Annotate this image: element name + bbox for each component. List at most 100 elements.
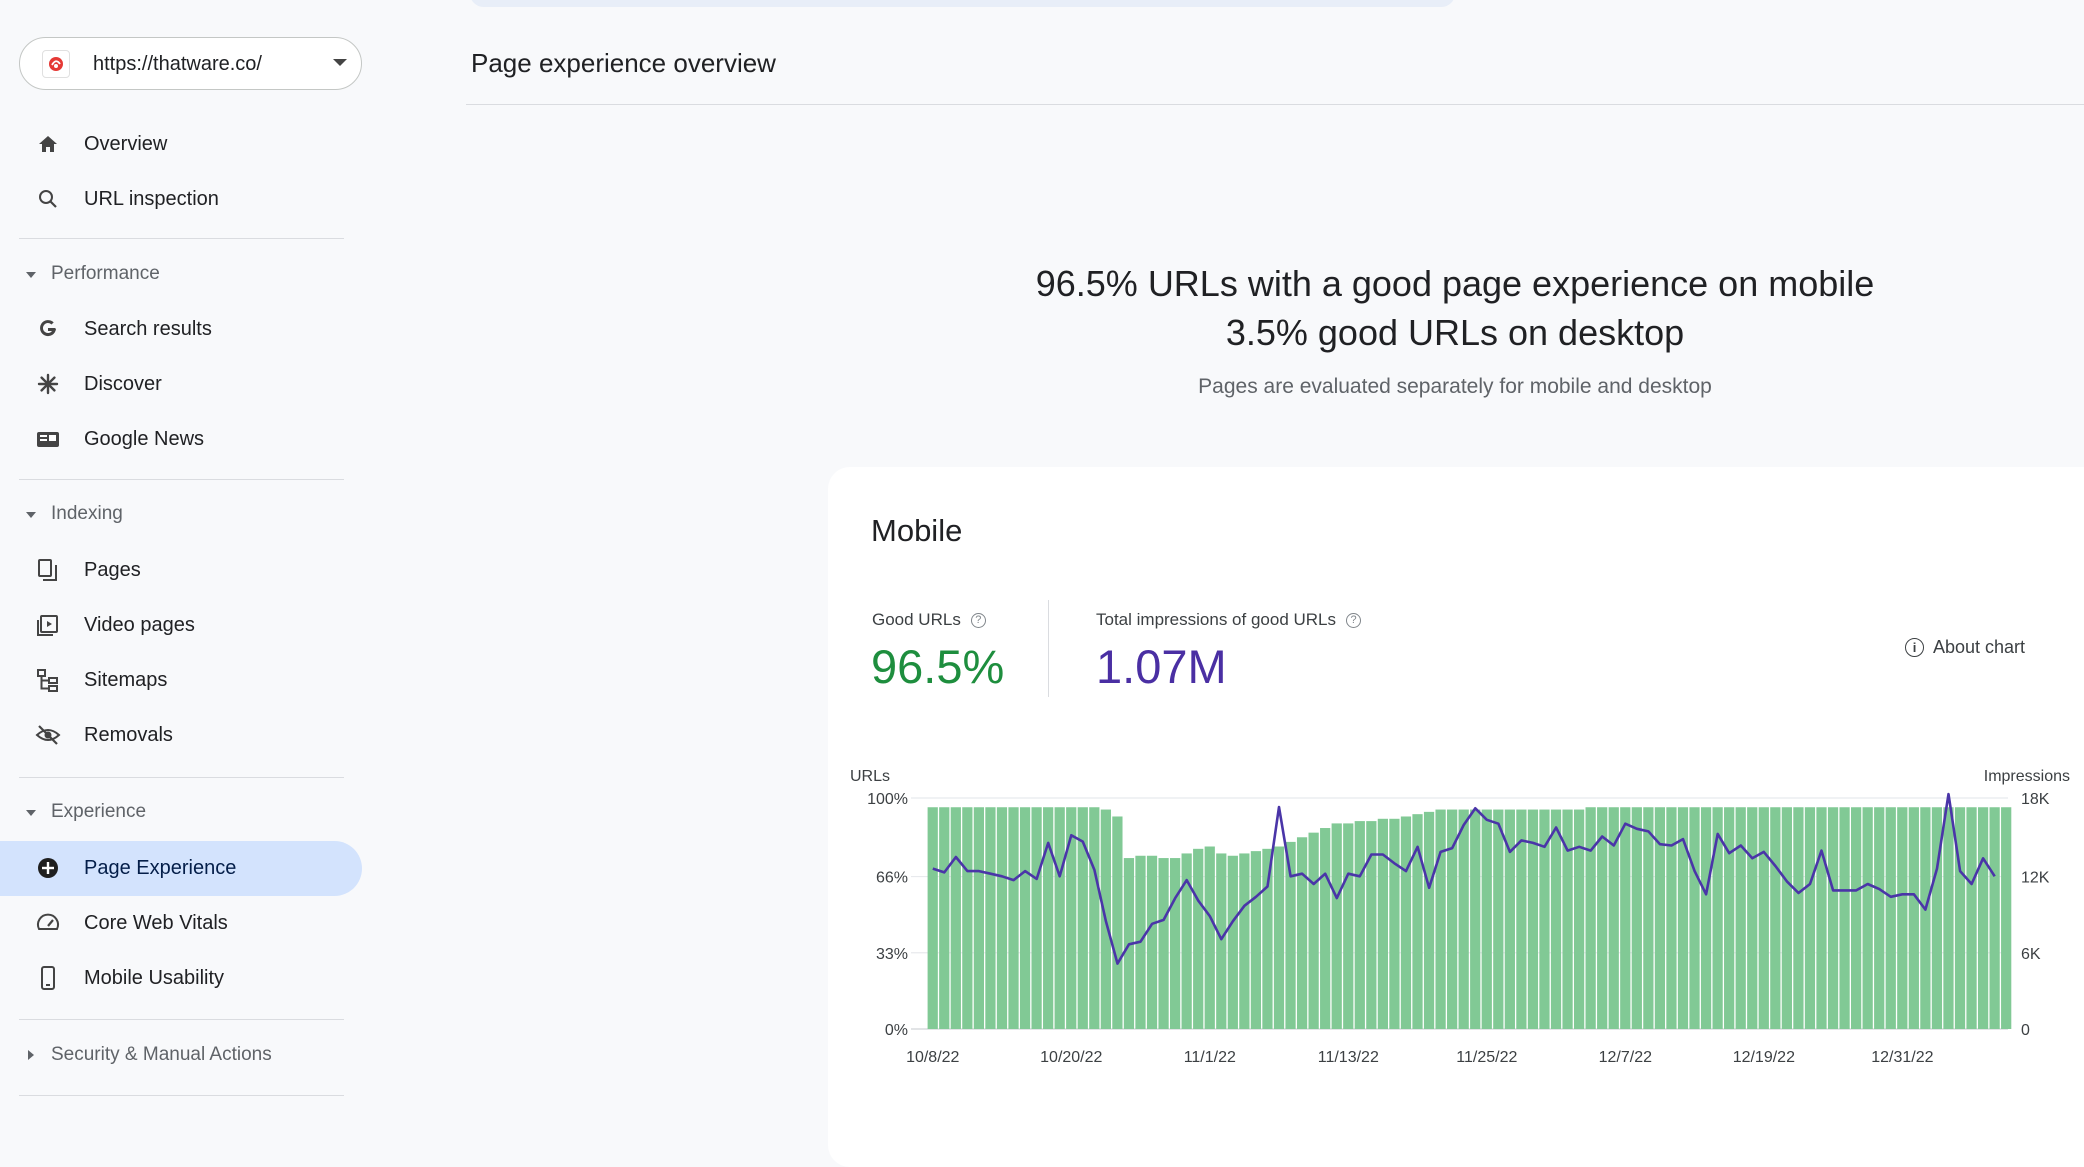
bar [1677,807,1689,1029]
bar [1320,828,1331,1029]
bar [1112,816,1123,1029]
summary-mobile: 96.5% URLs with a good page experience o… [1035,263,1875,304]
bar [1758,807,1769,1029]
bar [1204,846,1215,1029]
bar [1712,807,1723,1029]
bar [950,807,961,1029]
sidebar-item-search-results[interactable]: Search results [0,302,362,357]
sidebar-item-label: Google News [84,428,205,450]
y-right-tick-label: 0 [2021,1022,2030,1039]
bar [1816,807,1827,1029]
sidebar-item-google-news[interactable]: Google News [0,412,362,467]
sidebar-item-video-pages[interactable]: Video pages [0,598,362,653]
section-experience[interactable]: Experience [0,793,362,833]
bar [1747,807,1758,1029]
bar [1885,807,1896,1029]
help-icon[interactable]: ? [970,612,986,628]
section-performance[interactable]: Performance [0,255,362,295]
sidebar-item-core-web-vitals[interactable]: Core Web Vitals [0,896,362,951]
bar [996,807,1008,1029]
section-indexing[interactable]: Indexing [0,495,362,535]
video-pages-icon [34,611,62,639]
bar [1631,807,1642,1029]
bar [1193,848,1204,1029]
sidebar-item-mobile-usability[interactable]: Mobile Usability [0,951,362,1006]
sidebar-divider [19,777,344,778]
sidebar-item-label: Overview [84,133,168,155]
sidebar-divider [19,1095,344,1096]
y-left-tick-label: 0% [885,1022,908,1039]
bar [1296,837,1308,1029]
search-bar-edge[interactable] [470,0,1455,7]
bar [1089,807,1100,1029]
sidebar-item-page-experience[interactable]: Page Experience [0,841,362,896]
bar [1447,809,1458,1029]
bar [985,807,996,1029]
summary-desktop: 3.5% good URLs on desktop [1225,312,1685,353]
search-icon [34,185,62,213]
bar [1804,807,1816,1029]
y-left-tick-label: 100% [867,791,908,808]
bar [973,807,985,1029]
bar [1389,818,1400,1029]
sidebar-item-discover[interactable]: Discover [0,357,362,412]
bar [1481,809,1492,1029]
sidebar-item-overview[interactable]: Overview [0,117,362,172]
bar [1620,807,1631,1029]
bar [1585,807,1596,1029]
x-tick-label: 12/31/22 [1871,1049,1933,1066]
bar [1851,807,1862,1029]
impressions-value: 1.07M [1096,640,1227,693]
bar [1054,807,1065,1029]
sidebar-item-label: Discover [84,373,162,395]
x-tick-label: 12/7/22 [1599,1049,1652,1066]
header-divider [466,104,2084,105]
caret-right-icon [28,1050,34,1060]
sidebar-item-removals[interactable]: Removals [0,708,362,763]
bar [1308,832,1319,1029]
sidebar-nav: https://thatware.co/ Overview URL inspec… [0,0,380,1114]
bar [1931,807,1943,1029]
bar [1354,821,1365,1029]
bar [939,807,950,1029]
property-selector[interactable]: https://thatware.co/ [19,37,362,90]
sidebar-item-label: Removals [84,724,173,746]
bar [1216,853,1227,1029]
sidebar-item-label: Core Web Vitals [84,912,228,934]
sidebar-item-sitemaps[interactable]: Sitemaps [0,653,362,708]
sidebar-item-label: Sitemaps [84,669,168,691]
bar [1689,807,1700,1029]
bar [1146,855,1158,1029]
bar [1700,807,1712,1029]
bar [1435,809,1446,1029]
bar [1862,807,1873,1029]
good-urls-label-text: Good URLs [872,610,961,629]
bar [2001,807,2012,1029]
sidebar-item-url-inspection[interactable]: URL inspection [0,172,362,227]
bar [1262,848,1273,1029]
about-chart-button[interactable]: i About chart [1905,637,2025,658]
bar [1573,809,1585,1029]
good-urls-value: 96.5% [871,640,1005,693]
bar [1250,851,1262,1029]
x-tick-label: 12/19/22 [1733,1049,1795,1066]
pages-icon [34,556,62,584]
bar [1724,807,1735,1029]
bar [1343,823,1354,1029]
bar [1781,807,1792,1029]
caret-down-icon [26,272,36,278]
info-icon: i [1905,638,1924,657]
impressions-line [932,792,1996,965]
section-label: Performance [51,263,160,284]
sidebar-divider [19,1019,344,1020]
x-tick-label: 10/20/22 [1040,1049,1102,1066]
bar [962,807,973,1029]
sidebar-item-pages[interactable]: Pages [0,543,362,598]
help-icon[interactable]: ? [1346,612,1362,628]
chevron-down-icon[interactable] [333,59,347,66]
caret-down-icon [26,512,36,518]
bar [1643,807,1654,1029]
section-security-manual-actions[interactable]: Security & Manual Actions [0,1036,362,1076]
bar [1158,858,1169,1029]
bar [1493,809,1504,1029]
